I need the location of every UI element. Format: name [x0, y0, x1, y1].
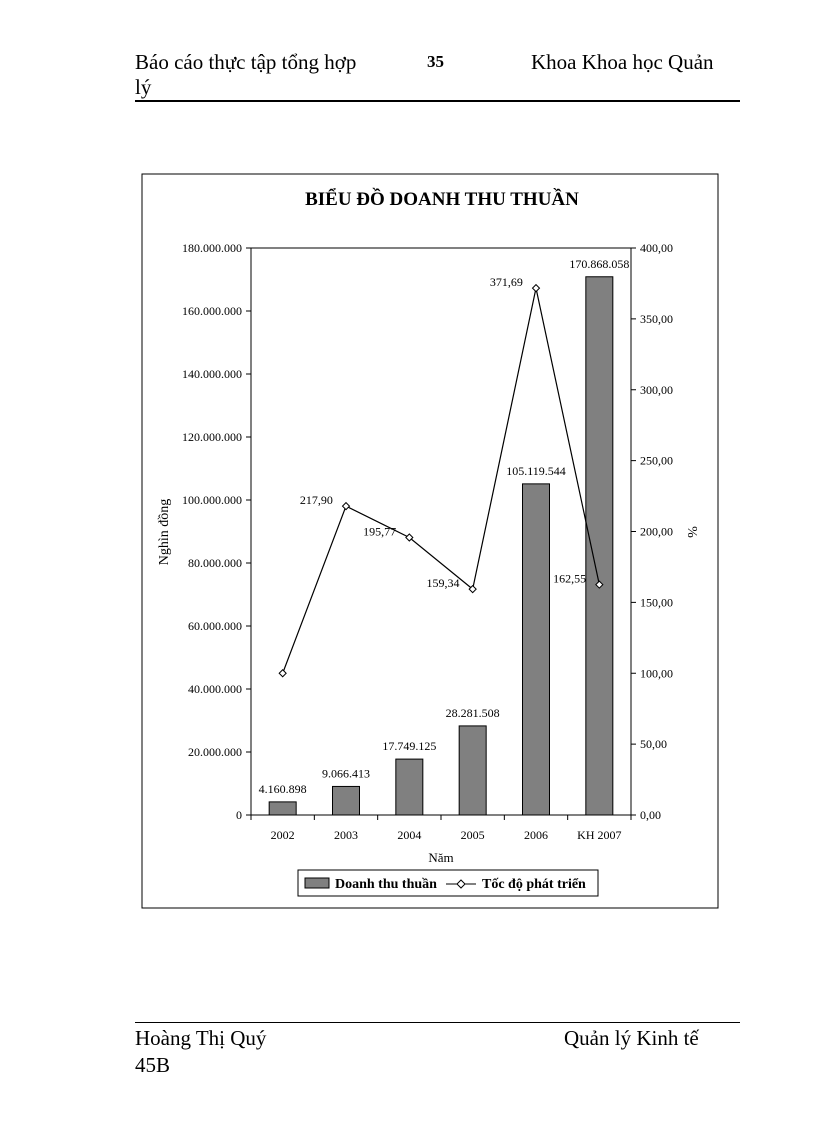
header-left-line1: Báo cáo thực tập tổng hợp [135, 50, 357, 74]
footer-author: Hoàng Thị Quý 45B [135, 1025, 266, 1079]
legend-box [297, 869, 599, 897]
legend-bar-label: Doanh thu thuần [335, 877, 437, 892]
growth-line [282, 288, 600, 674]
bar [585, 276, 614, 816]
x-axis-title: Năm [428, 850, 453, 865]
bar-data-label: 17.749.125 [382, 739, 436, 753]
y-tick-label: 100.000.000 [182, 493, 242, 507]
bar-data-label: 4.160.898 [259, 782, 307, 796]
line-data-label: 195,77 [363, 524, 396, 538]
header-rule [135, 100, 740, 102]
line-data-label: 162,55 [553, 572, 586, 586]
line-point [405, 533, 414, 542]
line-point [468, 584, 477, 594]
footer-department: Quản lý Kinh tế [564, 1026, 699, 1050]
bar [522, 483, 550, 816]
bar-data-label: 105.119.544 [506, 464, 566, 478]
x-tick-label: 2005 [461, 828, 485, 842]
x-tick-label: 2004 [397, 828, 421, 842]
legend: Doanh thu thuần Tốc độ phát triển [297, 869, 599, 897]
y-tick-label: 160.000.000 [182, 304, 242, 318]
line-point [341, 501, 351, 511]
y-tick-label: 60.000.000 [188, 619, 242, 633]
y-tick-label: 180.000.000 [182, 241, 242, 255]
legend-marker-swatch [456, 879, 466, 889]
x-tick-label: 2006 [524, 828, 548, 842]
chart-title: BIỂU ĐỒ DOANH THU THUẦN [305, 188, 579, 210]
line-point [278, 669, 287, 678]
x-tick-label: KH 2007 [577, 828, 621, 842]
legend-line-label: Tốc độ phát triển [482, 877, 586, 892]
line-data-label: 159,34 [427, 576, 460, 590]
header-left-line2: lý [135, 75, 152, 99]
y-axis-title: Nghìn đồng [157, 499, 172, 566]
line-data-label: 217,90 [300, 493, 333, 507]
line-data-label: 371,69 [490, 275, 523, 289]
y2-tick-label: 250,00 [640, 454, 673, 468]
line-point [531, 283, 541, 293]
bar [332, 785, 360, 816]
bar-data-label: 9.066.413 [322, 766, 370, 780]
y2-tick-label: 300,00 [640, 383, 673, 397]
line-point [595, 580, 604, 589]
y2-tick-label: 200,00 [640, 525, 673, 539]
y2-tick-label: 50,00 [640, 737, 667, 751]
footer-left-line1: Hoàng Thị Quý [135, 1026, 267, 1050]
y2-tick-label: 0,00 [640, 808, 661, 822]
header-report-title: Báo cáo thực tập tổng hợp lý [135, 50, 375, 100]
footer-left-line2: 45B [135, 1053, 171, 1077]
y2-tick-label: 350,00 [640, 312, 673, 326]
y-tick-label: 40.000.000 [188, 682, 242, 696]
x-tick-label: 2002 [271, 828, 295, 842]
bar [458, 725, 487, 816]
y2-tick-label: 400,00 [640, 241, 673, 255]
chart-frame [141, 173, 719, 909]
bar-data-label: 28.281.508 [446, 706, 500, 720]
y-tick-label: 120.000.000 [182, 430, 242, 444]
bar [395, 758, 424, 816]
bar-data-label: 170.868.058 [569, 257, 629, 271]
y2-tick-label: 150,00 [640, 595, 673, 609]
footer-rule [135, 1022, 740, 1023]
legend-bar-swatch [304, 877, 330, 889]
y-tick-label: 80.000.000 [188, 556, 242, 570]
y-tick-label: 140.000.000 [182, 367, 242, 381]
y-tick-label: 20.000.000 [188, 745, 242, 759]
bar [268, 801, 297, 816]
y-tick-label: 0 [236, 808, 242, 822]
y2-tick-label: 100,00 [640, 666, 673, 680]
y2-axis-title: % [684, 526, 699, 538]
x-tick-label: 2003 [334, 828, 358, 842]
page-number: 35 [427, 52, 444, 71]
header-faculty: Khoa Khoa học Quản [531, 50, 714, 74]
